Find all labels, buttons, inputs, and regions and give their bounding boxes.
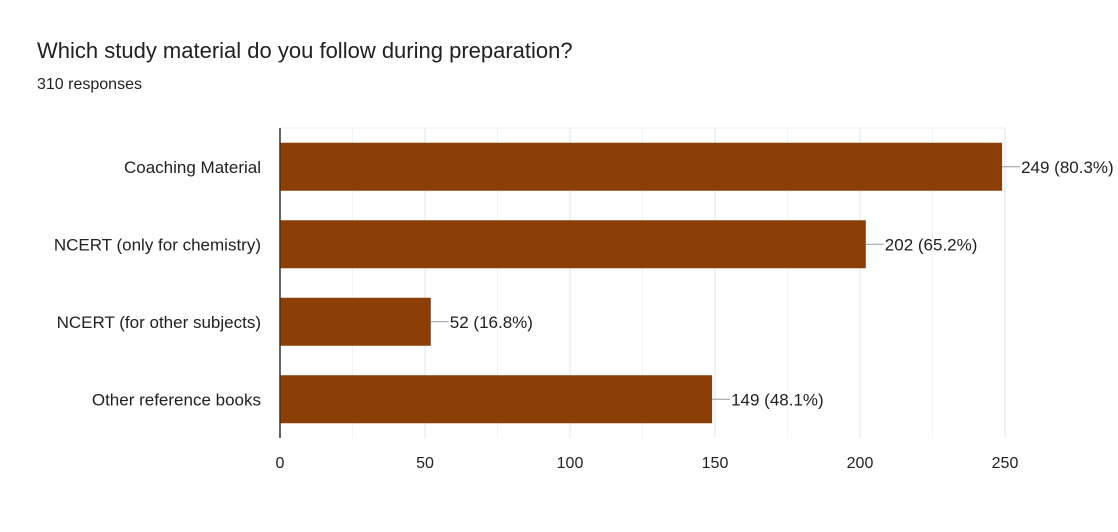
bar bbox=[280, 142, 1003, 191]
x-tick-label: 50 bbox=[416, 455, 434, 472]
chart-title: Which study material do you follow durin… bbox=[37, 38, 573, 63]
data-label: 52 (16.8%) bbox=[450, 313, 533, 332]
data-label: 149 (48.1%) bbox=[731, 390, 824, 409]
bar bbox=[280, 297, 431, 346]
category-label: Coaching Material bbox=[124, 158, 261, 177]
data-label: 249 (80.3%) bbox=[1021, 158, 1114, 177]
data-label: 202 (65.2%) bbox=[885, 235, 978, 254]
x-tick-label: 0 bbox=[276, 455, 285, 472]
x-tick-label: 200 bbox=[847, 455, 874, 472]
category-label: Other reference books bbox=[92, 390, 261, 409]
x-tick-label: 250 bbox=[992, 455, 1019, 472]
category-label: NCERT (for other subjects) bbox=[57, 313, 261, 332]
bar bbox=[280, 375, 713, 424]
response-count: 310 responses bbox=[37, 76, 142, 93]
category-label: NCERT (only for chemistry) bbox=[54, 235, 261, 254]
x-tick-label: 100 bbox=[557, 455, 584, 472]
x-tick-label: 150 bbox=[702, 455, 729, 472]
bar bbox=[280, 220, 866, 269]
